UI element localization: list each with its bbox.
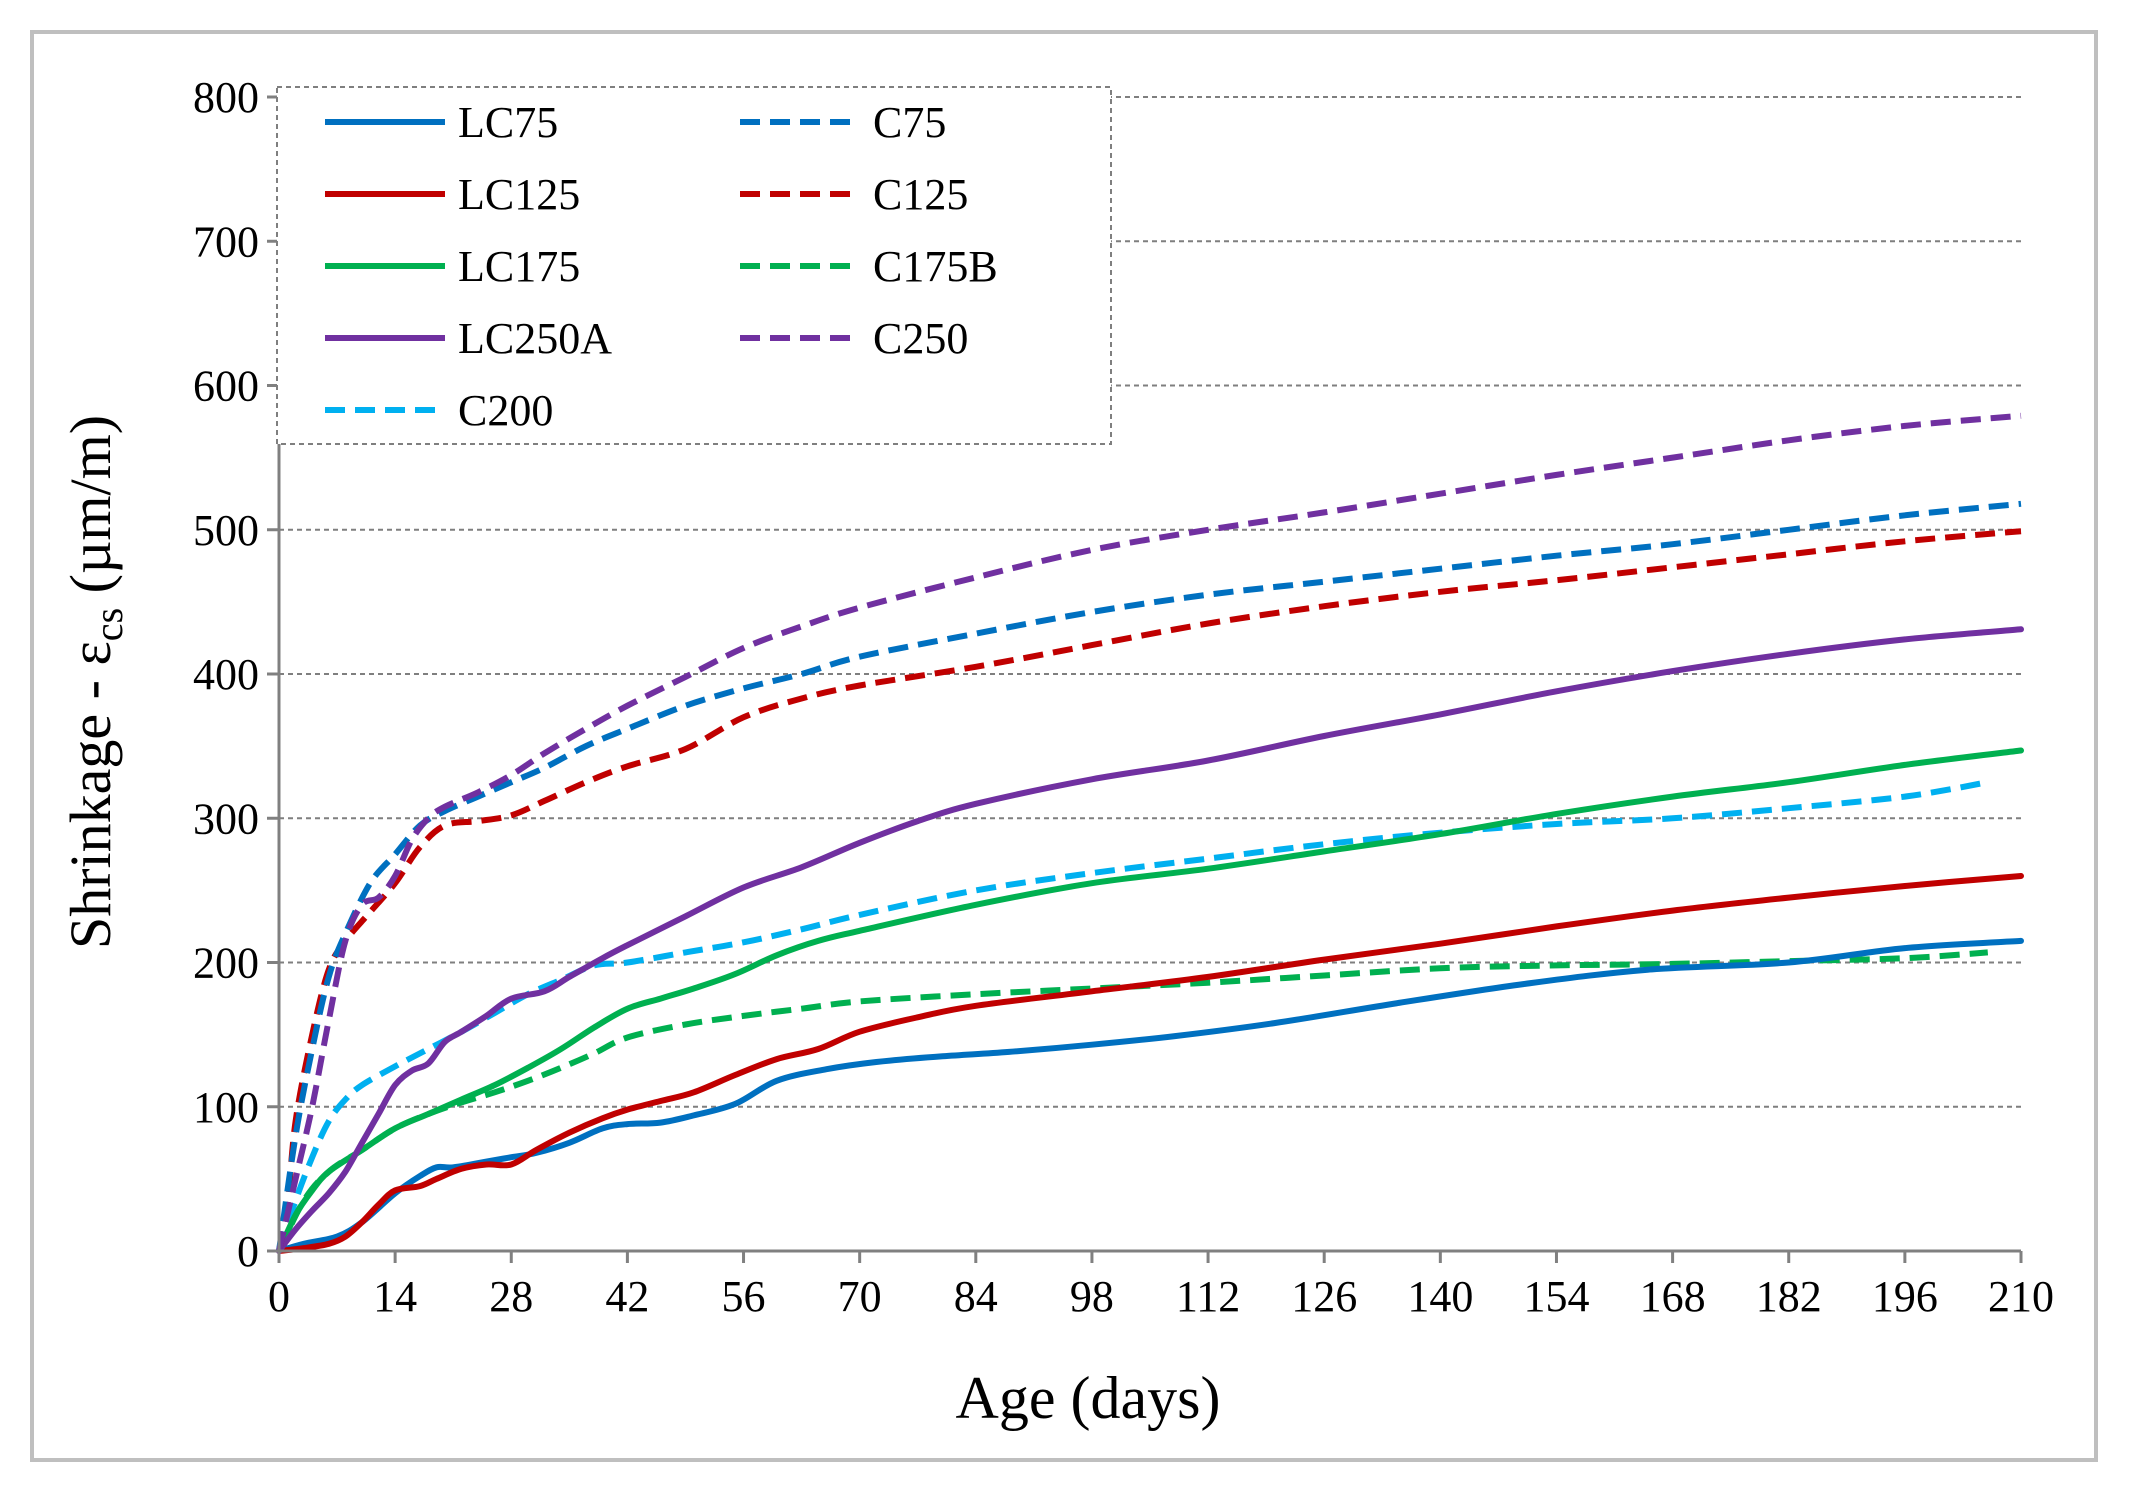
series-line-lc125 — [276, 873, 2024, 1254]
series-line-lc250a — [276, 626, 2024, 1254]
legend-label-lc250a: LC250A — [458, 314, 612, 363]
x-tick-label-98: 98 — [1070, 1272, 1114, 1321]
y-tick-label-500: 500 — [193, 506, 259, 555]
legend-label-c175b: C175B — [873, 242, 998, 291]
y-tick-label-800: 800 — [193, 73, 259, 122]
x-tick-label-42: 42 — [605, 1272, 649, 1321]
x-tick-label-210: 210 — [1988, 1272, 2054, 1321]
x-tick-label-140: 140 — [1407, 1272, 1473, 1321]
x-tick-label-154: 154 — [1523, 1272, 1589, 1321]
x-tick-label-196: 196 — [1872, 1272, 1938, 1321]
series-line-lc75 — [276, 937, 2024, 1254]
y-tick-label-700: 700 — [193, 217, 259, 266]
y-tick-label-0: 0 — [237, 1227, 259, 1276]
legend-label-lc175: LC175 — [458, 242, 580, 291]
x-tick-label-126: 126 — [1291, 1272, 1357, 1321]
legend-label-lc75: LC75 — [458, 98, 558, 147]
y-tick-labels: 0 100 200 300 400 500 600 700 800 — [193, 73, 259, 1276]
legend-label-c200: C200 — [458, 386, 553, 435]
x-tick-label-14: 14 — [373, 1272, 417, 1321]
y-tick-label-300: 300 — [193, 794, 259, 843]
y-axis-title-main: Shrinkage - ε — [58, 641, 123, 949]
y-tick-label-400: 400 — [193, 650, 259, 699]
series-line-c75 — [276, 500, 2022, 1252]
series-lines — [276, 412, 2024, 1254]
x-tick-label-0: 0 — [268, 1272, 290, 1321]
x-tick-label-112: 112 — [1176, 1272, 1240, 1321]
legend-label-c75: C75 — [873, 98, 946, 147]
series-line-c250 — [276, 412, 2022, 1252]
x-tick-label-182: 182 — [1756, 1272, 1822, 1321]
x-tick-labels: 0 14 28 42 56 70 84 98 112 126 140 154 168 182 196 210 — [268, 1272, 2054, 1321]
x-tick-label-70: 70 — [838, 1272, 882, 1321]
legend: LC75 C75 LC125 C125 LC175 C175B LC250A C250 C200 — [276, 86, 1112, 445]
series-line-c200 — [276, 779, 1989, 1252]
y-tick-label-100: 100 — [193, 1083, 259, 1132]
legend-label-c125: C125 — [873, 170, 968, 219]
series-line-c125 — [276, 528, 2022, 1252]
legend-label-c250: C250 — [873, 314, 968, 363]
series-line-c175b — [276, 949, 1989, 1253]
y-axis-title-unit: (µm/m) — [58, 415, 123, 608]
y-tick-label-600: 600 — [193, 362, 259, 411]
x-axis-title: Age (days) — [956, 1365, 1221, 1431]
y-tick-label-200: 200 — [193, 939, 259, 988]
x-tick-label-84: 84 — [954, 1272, 998, 1321]
x-tick-label-168: 168 — [1640, 1272, 1706, 1321]
y-axis-title-subscript: cs — [86, 608, 131, 641]
x-tick-label-56: 56 — [722, 1272, 766, 1321]
x-tick-label-28: 28 — [489, 1272, 533, 1321]
series-line-lc175 — [276, 747, 2024, 1254]
y-axis-title: Shrinkage - εcs (µm/m) — [58, 415, 131, 949]
legend-label-lc125: LC125 — [458, 170, 580, 219]
